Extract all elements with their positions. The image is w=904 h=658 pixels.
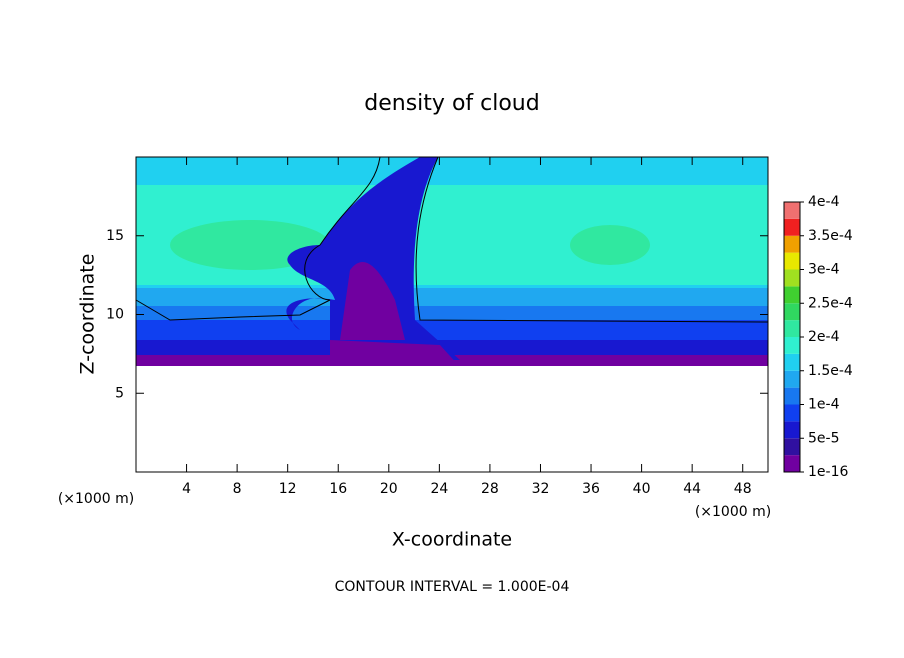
colorbar-tick-label: 4e-4	[808, 194, 840, 210]
x-tick-label: 4	[182, 481, 191, 497]
y-tick-label: 15	[106, 228, 124, 244]
y-tick-label: 5	[115, 385, 124, 401]
x-tick-label: 36	[582, 481, 600, 497]
colorbar-band	[784, 320, 800, 337]
x-tick-label: 20	[380, 481, 398, 497]
colorbar-tick-label: 1.5e-4	[808, 363, 853, 379]
x-tick-label: 44	[683, 481, 701, 497]
x-tick-label: 24	[430, 481, 448, 497]
x-tick-label: 12	[279, 481, 297, 497]
colorbar-tick-label: 3e-4	[808, 262, 840, 278]
y-tick-label: 10	[106, 307, 124, 323]
y-unit: (×1000 m)	[58, 491, 134, 507]
x-tick-label: 32	[532, 481, 550, 497]
colorbar-band	[784, 387, 800, 405]
x-tick-label: 16	[329, 481, 347, 497]
colorbar-band	[784, 404, 800, 422]
colorbar-band	[784, 421, 800, 439]
colorbar-band	[784, 218, 800, 236]
x-tick-label: 40	[633, 481, 651, 497]
colorbar-band	[784, 303, 800, 321]
colorbar-band	[784, 455, 800, 472]
colorbar-band	[784, 286, 800, 304]
colorbar-band	[784, 252, 800, 270]
colorbar-tick-label: 5e-5	[808, 430, 839, 446]
colorbar-band	[784, 370, 800, 388]
x-unit: (×1000 m)	[695, 504, 771, 520]
colorbar-tick-label: 2e-4	[808, 329, 840, 345]
colorbar-band	[784, 438, 800, 456]
colorbar-band	[784, 269, 800, 287]
colorbar-tick-label: 1e-16	[808, 464, 848, 480]
colorbar-band	[784, 202, 800, 219]
colorbar-band	[784, 353, 800, 371]
colorbar-tick-label: 1e-4	[808, 397, 840, 413]
colorbar-tick-label: 2.5e-4	[808, 295, 853, 311]
chart-title: density of cloud	[364, 91, 539, 116]
x-tick-label: 8	[233, 481, 242, 497]
annotation: CONTOUR INTERVAL = 1.000E-04	[335, 579, 570, 595]
x-tick-label: 48	[734, 481, 752, 497]
x-tick-label: 28	[481, 481, 499, 497]
field	[135, 156, 769, 472]
colorbar-band	[784, 235, 800, 253]
x-axis-label: X-coordinate	[392, 529, 512, 551]
colorbar-band	[784, 337, 800, 354]
colorbar-tick-label: 3.5e-4	[808, 228, 853, 244]
y-axis-label: Z-coordinate	[77, 254, 99, 375]
